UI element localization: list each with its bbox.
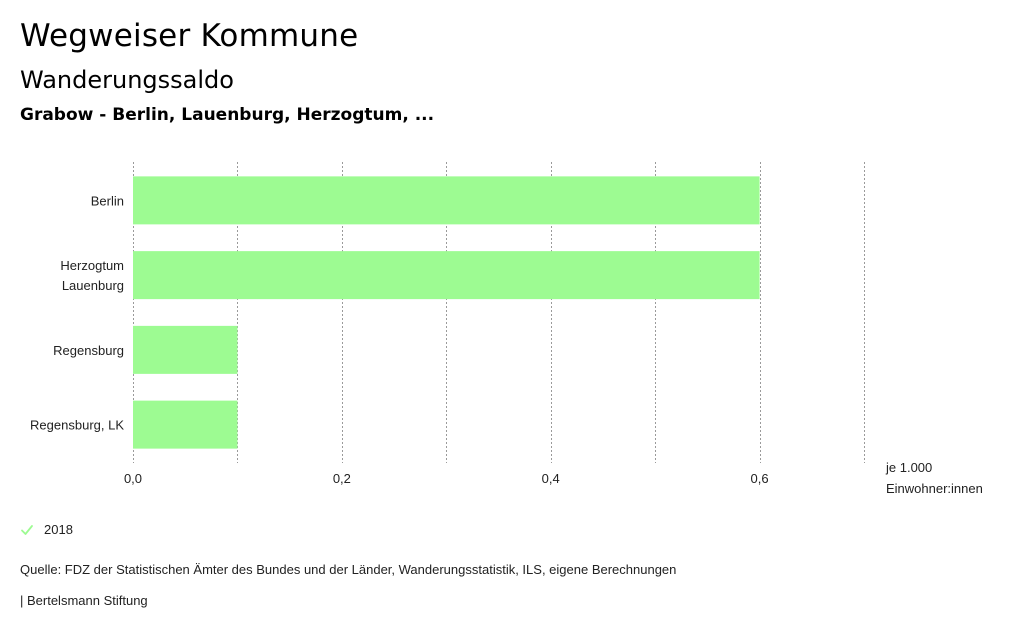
legend-label: 2018: [44, 522, 73, 537]
bar: [133, 325, 238, 374]
bar: [133, 400, 238, 449]
page-title: Wegweiser Kommune: [20, 18, 359, 54]
tick-label: 0,4: [542, 471, 560, 486]
unit-label: je 1.000 Einwohner:innen: [885, 460, 983, 496]
category-label: Regensburg: [53, 343, 124, 358]
chart-subject: Grabow - Berlin, Lauenburg, Herzogtum, .…: [20, 105, 435, 125]
check-icon: [21, 524, 33, 535]
tick-label: 0,2: [333, 471, 351, 486]
bars: [133, 176, 760, 449]
tick-label: 0,0: [124, 471, 142, 486]
unit-label-line: je 1.000: [885, 460, 932, 475]
bar: [133, 251, 760, 300]
category-labels: Berlin Herzogtum Lauenburg Regensburg Regens…: [30, 193, 124, 432]
credit-note: | Bertelsmann Stiftung: [20, 593, 148, 608]
category-label: Herzogtum: [60, 258, 124, 273]
legend[interactable]: 2018: [20, 522, 73, 537]
tick-label: 0,6: [751, 471, 769, 486]
category-label: Berlin: [91, 193, 124, 208]
tick-labels: 0,0 0,2 0,4 0,6: [124, 471, 769, 486]
category-label: Lauenburg: [62, 278, 124, 293]
chart-subtitle: Wanderungssaldo: [20, 66, 234, 94]
category-label: Regensburg, LK: [30, 418, 124, 433]
bar: [133, 176, 760, 225]
source-note: Quelle: FDZ der Statistischen Ämter des …: [20, 562, 677, 577]
unit-label-line: Einwohner:innen: [886, 481, 983, 496]
